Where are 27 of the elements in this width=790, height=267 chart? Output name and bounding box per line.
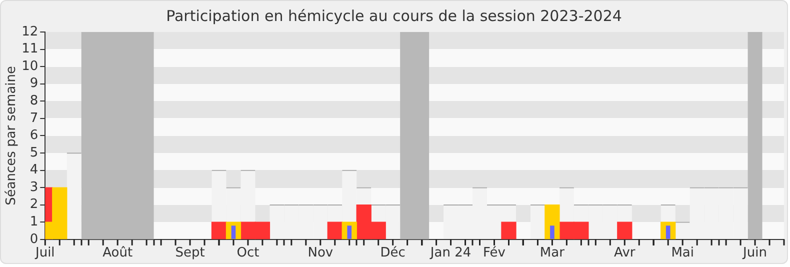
x-tick-label: Mai <box>671 246 694 261</box>
x-tick-label: Déc <box>380 246 406 261</box>
y-tick-label: 8 <box>30 94 38 109</box>
x-tick-label: Oct <box>236 246 260 261</box>
y-tick-label: 7 <box>30 110 38 126</box>
y-tick-label: 4 <box>30 162 38 178</box>
x-tick-label: Juin <box>742 246 767 261</box>
x-tick-label: Août <box>102 246 133 261</box>
x-tick-label: Sept <box>175 246 205 261</box>
x-tick-label: Avr <box>614 246 636 261</box>
y-tick-label: 2 <box>30 197 38 212</box>
y-tick-label: 9 <box>30 76 38 92</box>
x-tick-label: Fév <box>483 246 506 261</box>
y-tick-label: 6 <box>30 128 38 144</box>
x-tick-label: Nov <box>308 246 334 261</box>
chart-title: Participation en hémicycle au cours de la session 2023-2024 <box>166 6 622 25</box>
y-tick-label: 12 <box>22 24 38 40</box>
y-tick-label: 0 <box>30 232 38 247</box>
y-tick-label: 5 <box>30 145 38 160</box>
y-tick-label: 11 <box>22 42 38 57</box>
x-tick-label: Juil <box>34 246 55 261</box>
y-tick-label: 1 <box>30 214 38 230</box>
y-tick-label: 3 <box>30 180 38 195</box>
x-tick-label: Jan 24 <box>429 246 472 261</box>
y-tick-label: 10 <box>22 58 38 74</box>
y-axis-title: Séances par semaine <box>4 66 20 206</box>
x-tick-label: Mar <box>540 246 566 261</box>
